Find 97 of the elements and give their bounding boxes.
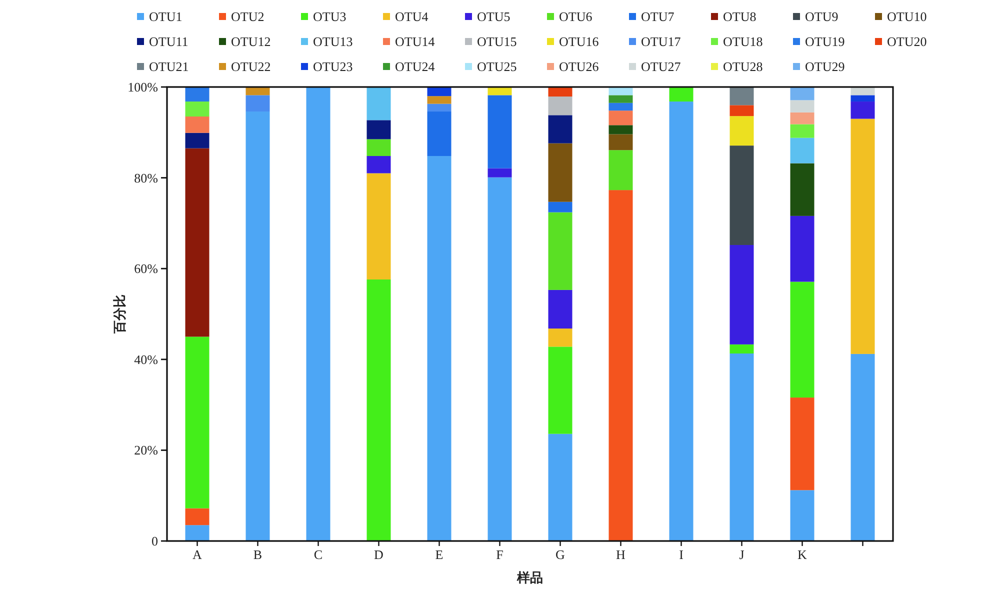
legend-label: OTU9 <box>805 9 838 24</box>
bar <box>548 212 572 290</box>
bar <box>366 279 391 541</box>
bar <box>366 120 391 140</box>
bar <box>669 87 694 102</box>
bar <box>790 490 814 541</box>
bar <box>790 216 814 282</box>
bar <box>608 125 633 134</box>
legend-label: OTU15 <box>477 34 517 49</box>
bar <box>730 354 754 541</box>
x-tick-label: B <box>253 547 262 562</box>
legend-label: OTU27 <box>641 59 682 74</box>
legend-label: OTU12 <box>231 34 271 49</box>
legend-label: OTU10 <box>887 9 927 24</box>
legend-label: OTU18 <box>723 34 763 49</box>
y-tick-label: 100% <box>128 80 158 94</box>
x-tick-label: I <box>679 547 684 562</box>
bar <box>185 508 210 526</box>
bar <box>608 134 633 150</box>
x-tick-label: H <box>616 547 626 562</box>
bar <box>185 116 210 133</box>
legend-label: OTU21 <box>149 59 189 74</box>
bar <box>850 354 875 541</box>
legend-label: OTU14 <box>395 34 436 49</box>
x-axis-title: 样品 <box>516 570 543 585</box>
bar <box>306 87 330 541</box>
bar <box>850 118 875 354</box>
legend-label: OTU4 <box>395 9 429 24</box>
x-tick-label: G <box>556 547 565 562</box>
bar <box>427 104 452 112</box>
bar <box>488 168 512 178</box>
bar <box>790 138 814 164</box>
legend-label: OTU19 <box>805 34 845 49</box>
bar <box>548 328 572 347</box>
bar <box>246 95 270 112</box>
legend-label: OTU25 <box>477 59 517 74</box>
legend-label: OTU3 <box>313 9 346 24</box>
legend-label: OTU20 <box>887 34 927 49</box>
x-tick-label: E <box>435 547 444 562</box>
y-tick-label: 0 <box>152 534 158 548</box>
bar <box>185 87 210 102</box>
x-tick-label: F <box>496 547 504 562</box>
bar <box>246 112 270 541</box>
bar <box>548 290 572 329</box>
legend-label: OTU24 <box>395 59 436 74</box>
bar <box>488 95 512 168</box>
bar <box>548 346 572 434</box>
bar <box>185 102 210 117</box>
legend-label: OTU11 <box>149 34 188 49</box>
bar <box>427 96 452 104</box>
legend-label: OTU2 <box>231 9 264 24</box>
bar <box>366 87 391 120</box>
legend-label: OTU23 <box>313 59 353 74</box>
bar <box>548 434 572 541</box>
x-tick-label: D <box>374 547 384 562</box>
bar <box>185 132 210 148</box>
bar <box>366 173 391 280</box>
bar <box>730 116 754 146</box>
legend-label: OTU17 <box>641 34 682 49</box>
bar <box>548 143 572 202</box>
legend-label: OTU6 <box>559 9 593 24</box>
bar <box>608 110 633 126</box>
bar <box>669 102 694 541</box>
bar <box>850 102 875 119</box>
bar <box>488 177 512 541</box>
bar <box>427 156 452 541</box>
y-tick-label: 20% <box>134 442 158 458</box>
legend-label: OTU16 <box>559 34 600 49</box>
bar <box>608 190 633 541</box>
legend-label: OTU1 <box>149 9 182 24</box>
legend-label: OTU5 <box>477 9 510 24</box>
legend-label: OTU26 <box>559 59 600 74</box>
legend-label: OTU8 <box>723 9 756 24</box>
bar <box>366 156 391 174</box>
x-tick-label: A <box>192 547 203 562</box>
bar <box>850 95 875 102</box>
bar <box>427 112 452 156</box>
legend-label: OTU13 <box>313 34 353 49</box>
bar <box>548 202 572 212</box>
y-tick-label: 40% <box>134 352 158 367</box>
bar <box>185 525 210 541</box>
bar <box>790 398 814 490</box>
bar <box>790 282 814 398</box>
x-tick-label: J <box>739 547 744 562</box>
bar <box>608 150 633 190</box>
legend-label: OTU28 <box>723 59 763 74</box>
y-tick-label: 60% <box>134 261 158 276</box>
y-axis-title: 百分比 <box>112 294 127 334</box>
y-tick-label: 80% <box>134 170 158 186</box>
bar <box>790 163 814 216</box>
x-tick-label: C <box>314 547 323 562</box>
legend-label: OTU29 <box>805 59 845 74</box>
legend-label: OTU22 <box>231 59 271 74</box>
legend-label: OTU7 <box>641 9 675 24</box>
bar <box>730 344 754 354</box>
x-tick-label: K <box>798 547 808 562</box>
bar <box>366 139 391 156</box>
